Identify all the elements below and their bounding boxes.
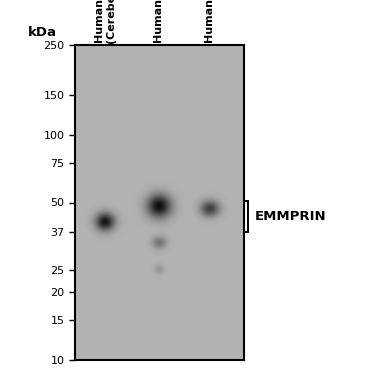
Text: Human Heart: Human Heart: [154, 0, 164, 43]
Text: Human Brain
(Cerebellum): Human Brain (Cerebellum): [94, 0, 116, 43]
Text: Human Liver: Human Liver: [205, 0, 215, 43]
Text: EMMPRIN: EMMPRIN: [255, 210, 327, 223]
Text: kDa: kDa: [28, 26, 57, 39]
